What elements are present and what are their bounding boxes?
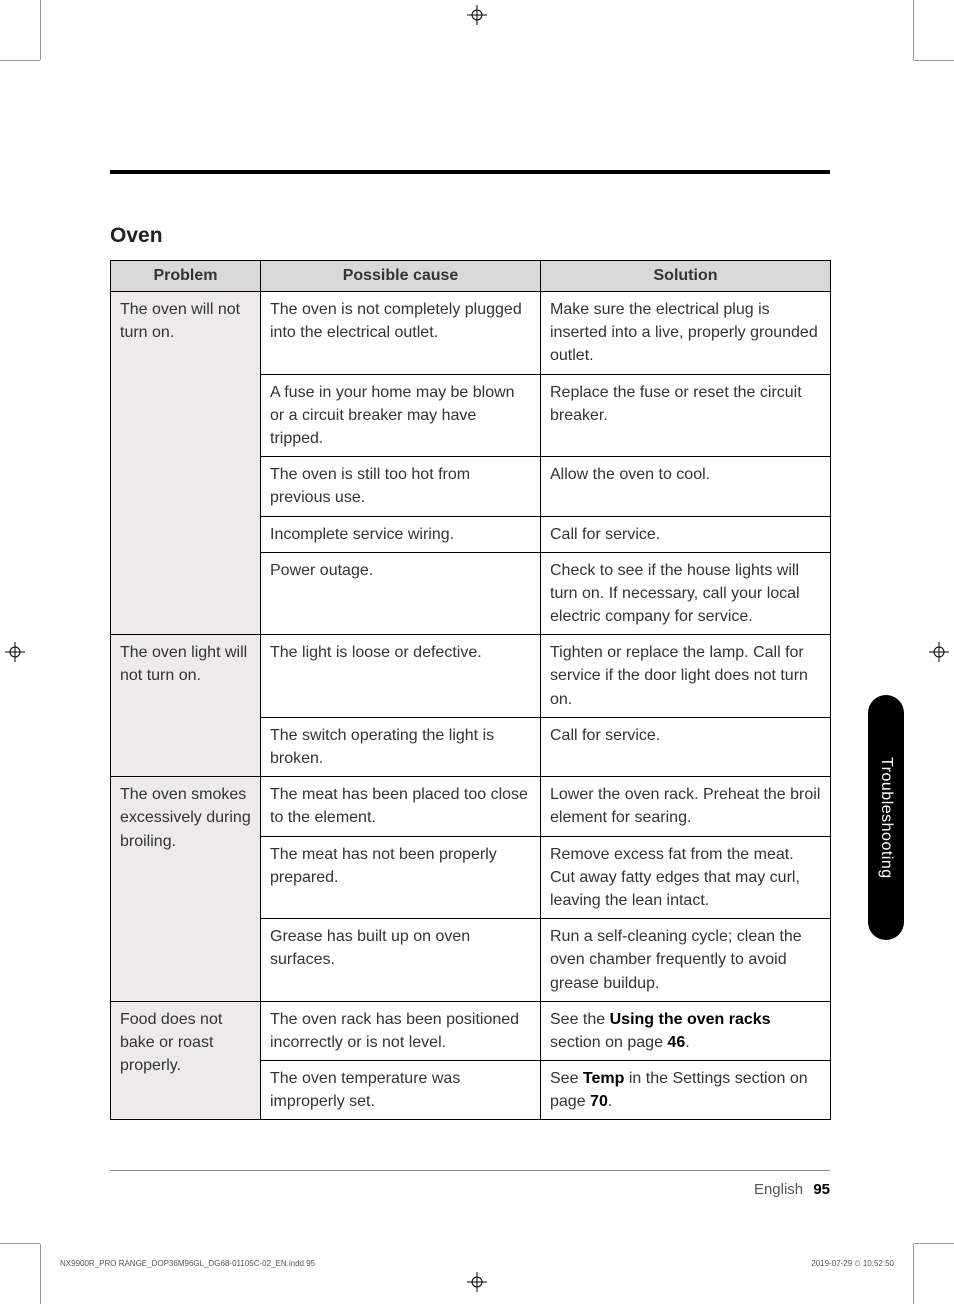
- cause-cell: The light is loose or defective.: [261, 635, 541, 718]
- solution-cell: Allow the oven to cool.: [541, 457, 831, 516]
- solution-cell: Make sure the electrical plug is inserte…: [541, 292, 831, 375]
- cause-cell: The oven rack has been positioned incorr…: [261, 1001, 541, 1060]
- problem-cell: The oven smokes excessively during broil…: [111, 777, 261, 1002]
- crop-mark: [40, 1244, 41, 1304]
- crop-mark: [40, 0, 41, 60]
- section-title: Oven: [110, 224, 830, 248]
- table-row: The oven will not turn on.The oven is no…: [111, 292, 831, 375]
- header-solution: Solution: [541, 261, 831, 292]
- cause-cell: Grease has built up on oven surfaces.: [261, 919, 541, 1002]
- solution-cell: See Temp in the Settings section on page…: [541, 1061, 831, 1120]
- registration-mark-icon: [467, 5, 487, 25]
- footer-text: English 95: [110, 1181, 830, 1198]
- print-file: NX9900R_PRO RANGE_DOP36M96GL_DG68-01105C…: [60, 1259, 315, 1269]
- print-timestamp: 2019-07-29 ⏲ 10:52:50: [811, 1259, 894, 1269]
- footer-rule: [110, 1170, 830, 1171]
- table-row: Food does not bake or roast properly.The…: [111, 1001, 831, 1060]
- crop-mark: [0, 1243, 40, 1244]
- solution-cell: Lower the oven rack. Preheat the broil e…: [541, 777, 831, 836]
- crop-mark: [913, 0, 914, 60]
- cause-cell: A fuse in your home may be blown or a ci…: [261, 374, 541, 457]
- cause-cell: Incomplete service wiring.: [261, 516, 541, 552]
- cause-cell: The oven is not completely plugged into …: [261, 292, 541, 375]
- cause-cell: Power outage.: [261, 552, 541, 635]
- troubleshooting-table: Problem Possible cause Solution The oven…: [110, 260, 831, 1120]
- crop-mark: [0, 60, 40, 61]
- problem-cell: The oven light will not turn on.: [111, 635, 261, 777]
- header-problem: Problem: [111, 261, 261, 292]
- registration-mark-icon: [467, 1272, 487, 1292]
- table-row: The oven smokes excessively during broil…: [111, 777, 831, 836]
- solution-cell: Call for service.: [541, 717, 831, 776]
- solution-cell: Tighten or replace the lamp. Call for se…: [541, 635, 831, 718]
- print-footer: NX9900R_PRO RANGE_DOP36M96GL_DG68-01105C…: [60, 1259, 894, 1269]
- cause-cell: The meat has been placed too close to th…: [261, 777, 541, 836]
- table-row: The oven light will not turn on.The ligh…: [111, 635, 831, 718]
- solution-cell: Call for service.: [541, 516, 831, 552]
- problem-cell: Food does not bake or roast properly.: [111, 1001, 261, 1120]
- crop-mark: [914, 60, 954, 61]
- problem-cell: The oven will not turn on.: [111, 292, 261, 635]
- side-tab-label: Troubleshooting: [877, 757, 895, 879]
- crop-mark: [914, 1243, 954, 1244]
- solution-cell: Run a self-cleaning cycle; clean the ove…: [541, 919, 831, 1002]
- cause-cell: The oven is still too hot from previous …: [261, 457, 541, 516]
- page-content: Oven Problem Possible cause Solution The…: [110, 170, 830, 1120]
- solution-cell: See the Using the oven racks section on …: [541, 1001, 831, 1060]
- side-tab: Troubleshooting: [868, 695, 904, 940]
- page-footer: English 95: [110, 1170, 830, 1198]
- footer-page-number: 95: [813, 1181, 830, 1198]
- solution-cell: Replace the fuse or reset the circuit br…: [541, 374, 831, 457]
- solution-cell: Remove excess fat from the meat. Cut awa…: [541, 836, 831, 919]
- footer-language: English: [754, 1181, 803, 1198]
- registration-mark-icon: [929, 642, 949, 662]
- solution-cell: Check to see if the house lights will tu…: [541, 552, 831, 635]
- top-rule: [110, 170, 830, 174]
- crop-mark: [913, 1244, 914, 1304]
- header-cause: Possible cause: [261, 261, 541, 292]
- cause-cell: The oven temperature was improperly set.: [261, 1061, 541, 1120]
- cause-cell: The meat has not been properly prepared.: [261, 836, 541, 919]
- registration-mark-icon: [5, 642, 25, 662]
- cause-cell: The switch operating the light is broken…: [261, 717, 541, 776]
